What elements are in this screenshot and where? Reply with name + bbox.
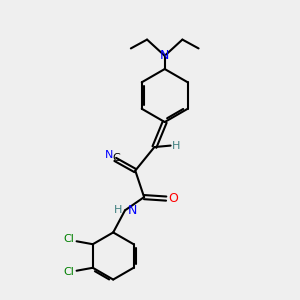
Text: C: C	[112, 153, 120, 163]
Text: N: N	[127, 204, 137, 217]
Text: N: N	[160, 49, 169, 62]
Text: Cl: Cl	[63, 267, 74, 277]
Text: O: O	[169, 192, 178, 205]
Text: N: N	[105, 150, 113, 160]
Text: H: H	[114, 206, 123, 215]
Text: Cl: Cl	[63, 234, 74, 244]
Text: H: H	[172, 141, 180, 151]
